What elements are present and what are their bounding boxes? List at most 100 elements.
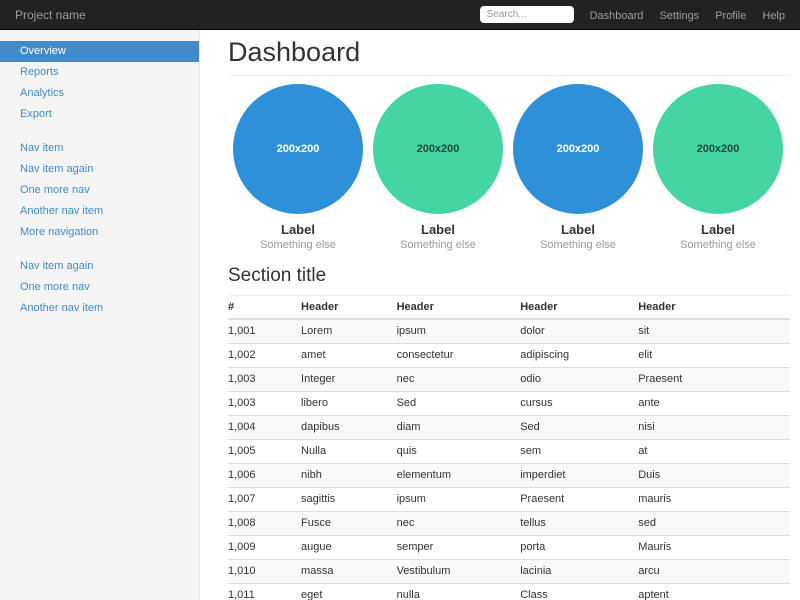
table-cell: dolor	[520, 318, 639, 344]
table-cell: aptent	[638, 583, 790, 600]
navbar-right: Dashboard Settings Profile Help	[479, 6, 800, 24]
table-cell: nulla	[396, 583, 521, 600]
table-cell: porta	[520, 535, 639, 560]
table-cell: Fusce	[301, 511, 397, 536]
sidebar-item-reports[interactable]: Reports	[20, 66, 59, 78]
table-cell: Sed	[396, 391, 521, 416]
table-cell: elit	[638, 343, 790, 368]
table-cell: 1,003	[228, 367, 302, 392]
table-header-cell: Header	[520, 296, 639, 320]
table-cell: eget	[301, 583, 397, 600]
sidebar-item-export[interactable]: Export	[20, 108, 52, 120]
table-cell: Integer	[301, 367, 397, 392]
data-table: # Header Header Header Header 1,001 Lorem ipsu…	[228, 296, 790, 600]
table-cell: lacinia	[520, 559, 639, 584]
table-cell: sagittis	[301, 487, 397, 512]
placeholder-image: 200x200	[653, 84, 783, 214]
table-cell: ante	[638, 391, 790, 416]
sidebar-item-one-more-nav[interactable]: One more nav	[20, 184, 90, 196]
table-cell: mauris	[638, 487, 790, 512]
placeholder-sublabel: Something else	[260, 239, 336, 251]
sidebar-group-3: Nav item again One more nav Another nav it…	[0, 256, 199, 319]
table-row: 1,003 Integer nec odio Praesent	[228, 367, 790, 392]
sidebar-item-another-nav-item[interactable]: Another nav item	[20, 302, 104, 314]
navbar-link-help[interactable]: Help	[762, 9, 785, 22]
placeholder-label: Label	[421, 222, 455, 237]
table-cell: diam	[396, 415, 521, 440]
sidebar-item-one-more-nav[interactable]: One more nav	[20, 281, 90, 293]
placeholder-column: 200x200 Label Something else	[368, 84, 508, 251]
table-header-cell: Header	[396, 296, 521, 320]
placeholder-column: 200x200 Label Something else	[508, 84, 648, 251]
table-cell: libero	[301, 391, 397, 416]
placeholder-image: 200x200	[513, 84, 643, 214]
sidebar-item-more-navigation[interactable]: More navigation	[20, 226, 99, 238]
table-row: 1,005 Nulla quis sem at	[228, 439, 790, 464]
table-cell: tellus	[520, 511, 639, 536]
navbar-link-profile[interactable]: Profile	[715, 9, 747, 22]
table-row: 1,006 nibh elementum imperdiet Duis	[228, 463, 790, 488]
placeholder-image: 200x200	[373, 84, 503, 214]
table-cell: sit	[638, 318, 790, 344]
placeholder-sublabel: Something else	[540, 239, 616, 251]
table-row: 1,002 amet consectetur adipiscing elit	[228, 343, 790, 368]
table-cell: 1,002	[228, 343, 302, 368]
table-cell: 1,007	[228, 487, 302, 512]
table-cell: adipiscing	[520, 343, 639, 368]
placeholder-label: Label	[701, 222, 735, 237]
table-cell: 1,006	[228, 463, 302, 488]
placeholder-label: Label	[281, 222, 315, 237]
table-cell: Sed	[520, 415, 639, 440]
placeholder-sublabel: Something else	[400, 239, 476, 251]
table-cell: 1,011	[228, 583, 302, 600]
table-row: 1,003 libero Sed cursus ante	[228, 391, 790, 416]
table-cell: nisi	[638, 415, 790, 440]
table-cell: nibh	[301, 463, 397, 488]
table-cell: massa	[301, 559, 397, 584]
sidebar-item-analytics[interactable]: Analytics	[20, 87, 65, 99]
table-cell: semper	[396, 535, 521, 560]
table-cell: elementum	[396, 463, 521, 488]
search-input[interactable]	[479, 6, 574, 23]
sidebar-item-overview[interactable]: Overview	[0, 41, 199, 62]
navbar-links: Dashboard Settings Profile Help	[574, 6, 785, 24]
table-cell: 1,003	[228, 391, 302, 416]
sidebar-group-2: Nav item Nav item again One more nav Anothe…	[0, 138, 199, 243]
table-body: 1,001 Lorem ipsum dolor sit 1,002 amet consecte…	[228, 318, 790, 600]
table-cell: amet	[301, 343, 397, 368]
table-cell: arcu	[638, 559, 790, 584]
table-cell: sem	[520, 439, 639, 464]
table-cell: nec	[396, 367, 521, 392]
sidebar-item-another-nav-item[interactable]: Another nav item	[20, 205, 104, 217]
table-row: 1,008 Fusce nec tellus sed	[228, 511, 790, 536]
table-cell: Praesent	[638, 367, 790, 392]
placeholder-image: 200x200	[233, 84, 363, 214]
table-cell: Mauris	[638, 535, 790, 560]
table-row: 1,009 augue semper porta Mauris	[228, 535, 790, 560]
table-row: 1,007 sagittis ipsum Praesent mauris	[228, 487, 790, 512]
sidebar-group-1: Overview Reports Analytics Export	[0, 41, 199, 125]
table-header-cell: #	[228, 296, 302, 320]
table-cell: Vestibulum	[396, 559, 521, 584]
table-cell: Lorem	[301, 318, 397, 344]
table-cell: at	[638, 439, 790, 464]
page-title: Dashboard	[228, 38, 790, 76]
navbar-link-dashboard[interactable]: Dashboard	[589, 9, 644, 22]
sidebar-item-nav-item-again[interactable]: Nav item again	[20, 260, 94, 272]
placeholder-column: 200x200 Label Something else	[648, 84, 788, 251]
section-title: Section title	[228, 265, 790, 296]
table-cell: quis	[396, 439, 521, 464]
table-cell: 1,005	[228, 439, 302, 464]
table-row: 1,001 Lorem ipsum dolor sit	[228, 318, 790, 344]
table-cell: ipsum	[396, 487, 521, 512]
main-content: Dashboard 200x200 Label Something else 200x…	[201, 30, 800, 600]
table-cell: 1,010	[228, 559, 302, 584]
table-row: 1,010 massa Vestibulum lacinia arcu	[228, 559, 790, 584]
table-cell: Duis	[638, 463, 790, 488]
navbar-link-settings[interactable]: Settings	[659, 9, 700, 22]
sidebar-item-nav-item[interactable]: Nav item	[20, 142, 64, 154]
sidebar-item-nav-item-again[interactable]: Nav item again	[20, 163, 94, 175]
table-cell: nec	[396, 511, 521, 536]
placeholder-column: 200x200 Label Something else	[228, 84, 368, 251]
brand-link[interactable]: Project name	[15, 7, 86, 22]
